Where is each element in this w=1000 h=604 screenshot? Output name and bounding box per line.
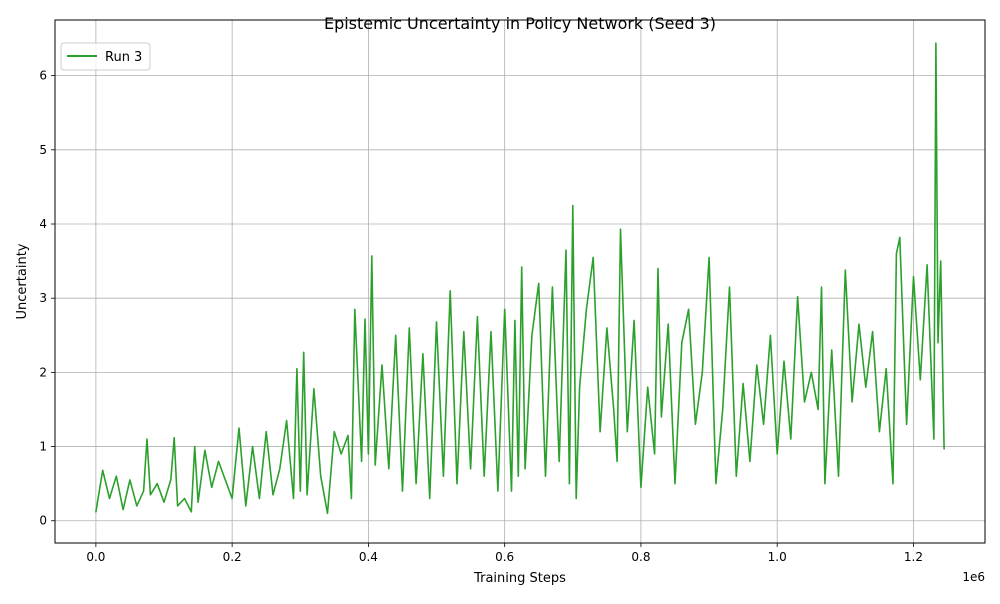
- x-tick-label: 1.0: [768, 550, 787, 564]
- y-tick-label: 1: [39, 440, 47, 454]
- y-tick-label: 4: [39, 217, 47, 231]
- legend-label-run-3: Run 3: [105, 50, 142, 65]
- chart-title: Epistemic Uncertainty in Policy Network …: [324, 14, 716, 33]
- ticks: 0.0 0.2 0.4 0.6 0.8 1.0 1.2 0 1 2 3 4 5 6: [39, 69, 923, 564]
- legend-box: [60, 42, 151, 71]
- y-tick-label: 0: [39, 514, 47, 528]
- legend: Run 3: [60, 42, 151, 71]
- y-tick-label: 3: [39, 291, 47, 305]
- plot-frame: [54, 19, 986, 544]
- x-tick-label: 0.2: [223, 550, 242, 564]
- x-tick-label: 0.0: [86, 550, 105, 564]
- x-axis-label: Training Steps: [473, 571, 566, 586]
- x-axis-offset-label: 1e6: [962, 570, 985, 584]
- x-tick-label: 0.4: [359, 550, 378, 564]
- y-tick-label: 6: [39, 69, 47, 83]
- series-layer: [95, 42, 945, 515]
- x-tick-label: 0.8: [631, 550, 650, 564]
- series-line-run-3: [95, 42, 945, 515]
- y-tick-label: 5: [39, 143, 47, 157]
- x-tick-label: 0.6: [495, 550, 514, 564]
- y-tick-label: 2: [39, 365, 47, 379]
- x-tick-label: 1.2: [904, 550, 923, 564]
- y-axis-label: Uncertainty: [15, 243, 30, 319]
